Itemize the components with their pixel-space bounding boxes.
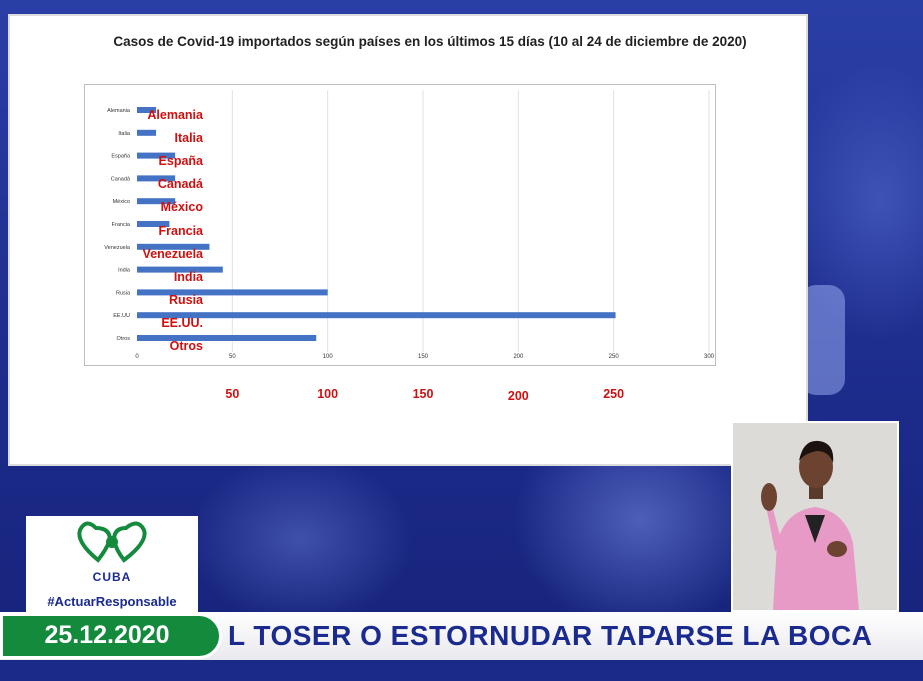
- overlay-tick-label: 50: [225, 387, 240, 401]
- y-tick-label: Canadá: [111, 176, 131, 182]
- chart-title: Casos de Covid-19 importados según paíse…: [113, 34, 747, 49]
- bar: [137, 129, 157, 136]
- bar: [137, 289, 328, 296]
- plot-area-frame: [84, 84, 716, 366]
- bar: [137, 198, 176, 205]
- overlay-tick-label: 100: [317, 387, 339, 401]
- y-tick-label: India: [118, 268, 131, 274]
- x-tick-label: 200: [513, 354, 524, 360]
- y-tick-label: Francia: [112, 222, 131, 228]
- overlay-category-label: Canadá: [157, 177, 203, 192]
- overlay-category-label: EE.UU.: [161, 315, 203, 330]
- x-tick-label: 150: [418, 354, 429, 360]
- y-tick-label: Alemania: [107, 108, 131, 114]
- date-text: 25.12.2020: [44, 621, 170, 649]
- bar: [137, 243, 210, 250]
- overlay-category-label: México: [160, 200, 203, 215]
- y-tick-label: Rusia: [116, 290, 131, 296]
- bar: [137, 312, 616, 319]
- bar: [137, 175, 176, 182]
- overlay-category-label: Alemania: [147, 108, 203, 122]
- x-tick-label: 0: [135, 354, 139, 360]
- overlay-category-label: Venezuela: [142, 246, 203, 261]
- bottom-strip: [0, 660, 923, 681]
- y-tick-label: Otros: [117, 336, 131, 342]
- overlay-category-label: Italia: [174, 131, 204, 146]
- sign-language-interpreter: [731, 421, 899, 612]
- campaign-logo: CUBA #ActuarResponsable: [26, 516, 198, 613]
- logo-cuba-text: CUBA: [92, 570, 132, 584]
- overlay-tick-label: 250: [603, 387, 625, 401]
- x-tick-label: 300: [704, 354, 715, 360]
- overlay-category-label: Rusia: [168, 292, 203, 307]
- overlay-category-label: Otros: [169, 339, 203, 353]
- x-tick-label: 50: [229, 354, 236, 360]
- date-badge: [0, 613, 222, 659]
- ticker-message: L TOSER O ESTORNUDAR TAPARSE LA BOCA: [228, 620, 873, 651]
- bar: [137, 335, 317, 341]
- chart-slide: [8, 14, 808, 466]
- hearts-icon: [77, 521, 147, 563]
- y-tick-label: México: [113, 199, 130, 205]
- bar: [137, 266, 223, 273]
- y-tick-label: España: [111, 154, 131, 160]
- overlay-tick-label: 200: [507, 389, 529, 403]
- overlay-category-label: España: [158, 154, 203, 169]
- x-tick-label: 250: [609, 354, 620, 360]
- bar: [137, 107, 157, 113]
- bar: [137, 221, 170, 227]
- y-tick-label: EE.UU: [113, 313, 130, 319]
- logo-hashtag: #ActuarResponsable: [47, 594, 177, 609]
- overlay-category-label: Francia: [158, 223, 203, 238]
- bar: [137, 152, 176, 159]
- bar-chart: 0 50 100 150 200 250 300 Alemania Italia España Ca…: [104, 90, 715, 360]
- overlay-tick-label: 150: [412, 387, 434, 401]
- y-tick-label: Italia: [118, 131, 131, 137]
- x-tick-label: 100: [323, 354, 334, 360]
- overlay-category-label: India: [173, 269, 203, 284]
- y-tick-label: Venezuela: [104, 245, 131, 251]
